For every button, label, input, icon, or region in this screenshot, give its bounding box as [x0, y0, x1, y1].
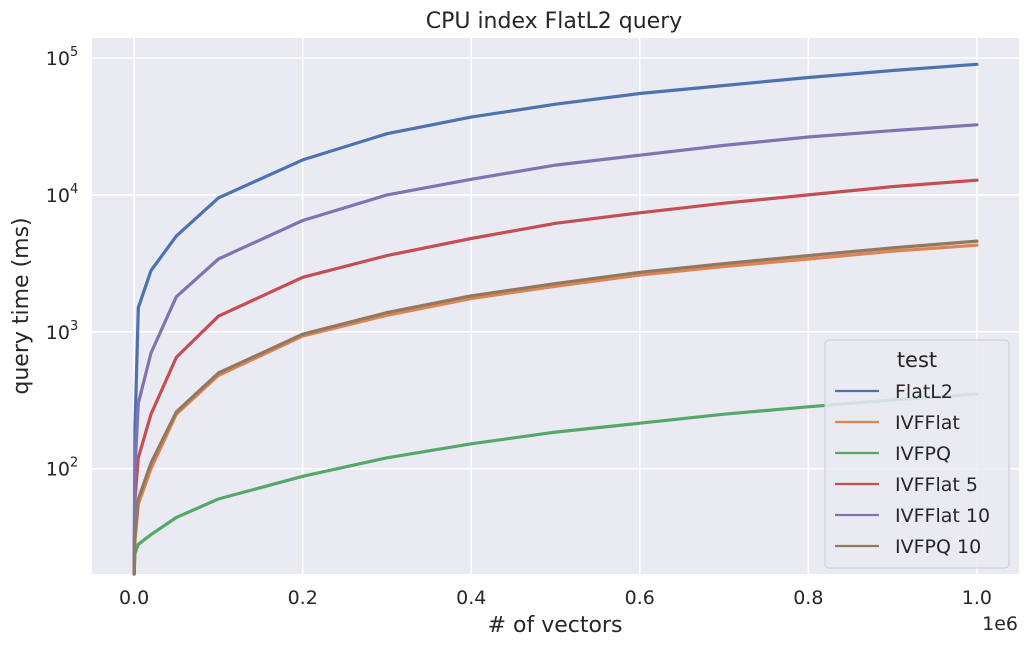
- y-axis-ticks: 102 103 104 105: [46, 45, 78, 481]
- x-tick-label: 0.0: [119, 587, 149, 609]
- x-tick-label: 0.2: [288, 587, 318, 609]
- legend-label-ivfpq: IVFPQ: [895, 443, 951, 465]
- legend-label-ivfflat-5: IVFFlat 5: [895, 474, 978, 496]
- x-tick-label: 0.6: [625, 587, 655, 609]
- x-axis-offset-label: 1e6: [982, 613, 1018, 635]
- x-axis-label: # of vectors: [488, 613, 623, 638]
- series-line-ivfflat: [132, 243, 979, 576]
- y-tick-label: 104: [46, 182, 78, 207]
- x-tick-label: 0.4: [456, 587, 486, 609]
- series-line-ivfflat-10: [132, 123, 979, 576]
- y-axis-label: query time (ms): [9, 217, 34, 394]
- y-tick-label: 103: [46, 319, 78, 344]
- legend-label-flatl2: FlatL2: [895, 381, 953, 403]
- legend-items: FlatL2 IVFFlat IVFPQ IVFFlat 5 IVFFlat 10 IVF…: [835, 381, 990, 558]
- chart-title: CPU index FlatL2 query: [426, 9, 683, 34]
- series-line-flatl2: [132, 62, 979, 576]
- y-tick-label: 102: [46, 456, 78, 481]
- series-line-ivfpq: [132, 392, 979, 576]
- x-tick-label: 1.0: [962, 587, 992, 609]
- x-axis-ticks: 0.0 0.2 0.4 0.6 0.8 1.0: [119, 587, 992, 609]
- y-tick-label: 105: [46, 45, 78, 70]
- series-line-ivfflat-5: [132, 178, 979, 576]
- legend-label-ivfflat: IVFFlat: [895, 412, 960, 434]
- legend: test FlatL2 IVFFlat IVFPQ IVFFlat 5 IVFFlat …: [824, 339, 1010, 569]
- legend-label-ivfflat-10: IVFFlat 10: [895, 505, 990, 527]
- legend-label-ivfpq-10: IVFPQ 10: [895, 536, 981, 558]
- series-line-ivfpq-10: [132, 239, 979, 576]
- series-lines: [132, 62, 979, 576]
- legend-title: test: [897, 348, 937, 372]
- legend-box: [824, 339, 1010, 569]
- x-tick-label: 0.8: [793, 587, 823, 609]
